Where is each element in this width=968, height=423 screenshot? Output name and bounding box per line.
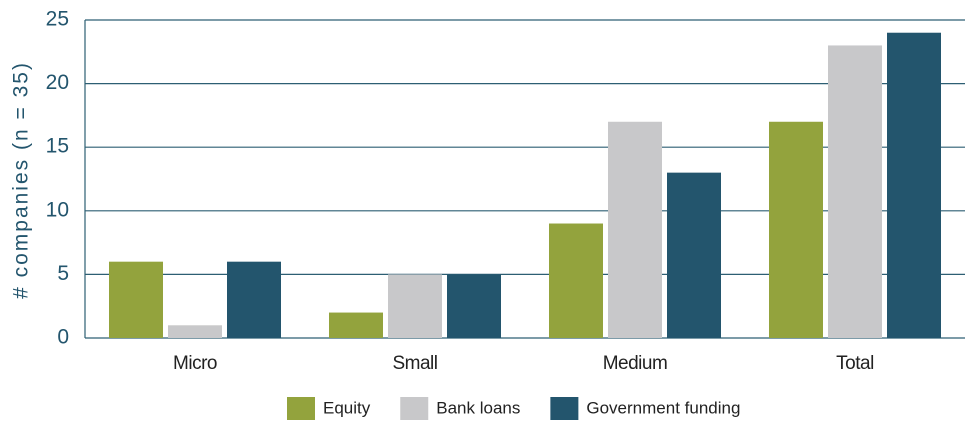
bar bbox=[109, 261, 163, 338]
bar bbox=[447, 274, 501, 338]
bar bbox=[769, 121, 823, 338]
bar bbox=[168, 325, 222, 338]
bar bbox=[608, 121, 662, 338]
y-tick-label: 20 bbox=[46, 71, 69, 94]
bar bbox=[329, 312, 383, 338]
x-tick-label: Medium bbox=[603, 353, 668, 374]
y-tick-label: 0 bbox=[57, 326, 69, 349]
legend-label: Government funding bbox=[586, 398, 740, 417]
y-tick-label: 10 bbox=[46, 198, 69, 221]
y-tick-label: 15 bbox=[46, 135, 69, 158]
x-tick-label: Small bbox=[392, 353, 437, 374]
legend-label: Equity bbox=[323, 398, 371, 417]
legend-swatch bbox=[287, 397, 315, 420]
legend-label: Bank loans bbox=[436, 398, 520, 417]
legend-swatch bbox=[400, 397, 429, 420]
bar bbox=[388, 274, 442, 338]
bar bbox=[227, 261, 281, 338]
legend-swatch bbox=[550, 397, 579, 420]
y-tick-label: 5 bbox=[57, 262, 69, 285]
y-axis-label: # companies (n = 35) bbox=[10, 61, 33, 299]
bar bbox=[828, 45, 882, 338]
bar bbox=[549, 223, 603, 338]
bar bbox=[887, 32, 941, 338]
x-tick-label: Total bbox=[836, 353, 874, 374]
bar bbox=[667, 172, 721, 338]
x-tick-label: Micro bbox=[173, 353, 217, 374]
y-tick-label: 25 bbox=[46, 8, 69, 31]
